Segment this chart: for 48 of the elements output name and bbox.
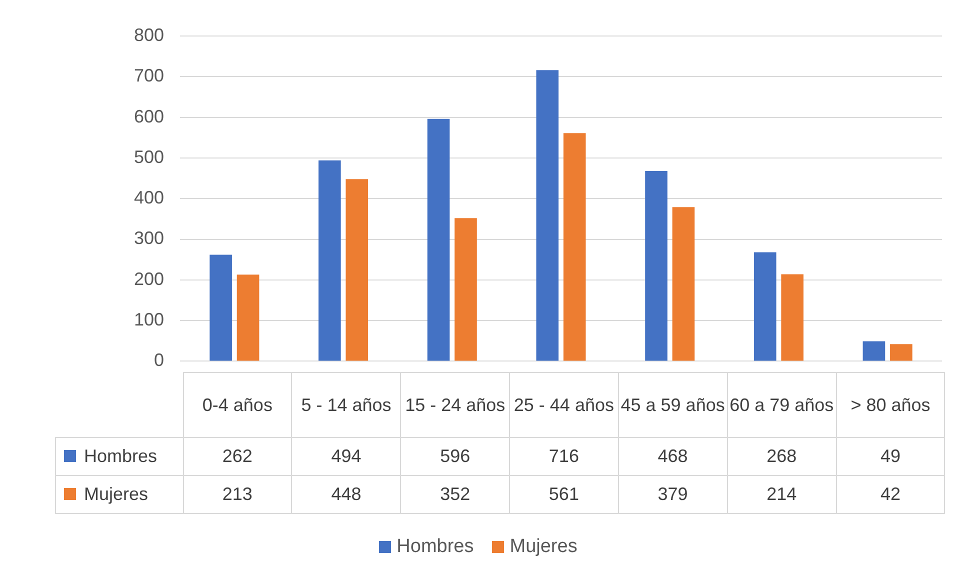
legend-label: Hombres bbox=[56, 438, 183, 476]
y-tick-label: 0 bbox=[154, 350, 164, 370]
x-tick-label: 60 a 79 años bbox=[727, 372, 836, 438]
y-tick-label: 600 bbox=[134, 106, 164, 126]
y-tick-label: 800 bbox=[134, 24, 164, 45]
bar bbox=[318, 160, 341, 361]
bar bbox=[781, 274, 804, 361]
data-label: 214 bbox=[727, 476, 836, 514]
x-tick-label: 0-4 años bbox=[183, 372, 292, 438]
data-label: 49 bbox=[836, 438, 945, 476]
data-label: 268 bbox=[727, 438, 836, 476]
data-label: 262 bbox=[183, 438, 292, 476]
bar bbox=[672, 207, 695, 361]
bar bbox=[563, 133, 586, 361]
data-label: 352 bbox=[400, 476, 510, 514]
data-label: 596 bbox=[400, 438, 510, 476]
y-tick-label: 200 bbox=[134, 268, 164, 289]
x-tick-label: 45 a 59 años bbox=[618, 372, 728, 438]
bar bbox=[210, 254, 232, 361]
x-tick-label: > 80 años bbox=[836, 372, 945, 438]
y-tick-label: 500 bbox=[134, 146, 164, 167]
y-tick-label: 100 bbox=[134, 310, 164, 330]
bar bbox=[862, 341, 886, 361]
text: Hombres bbox=[396, 536, 474, 557]
data-label: 468 bbox=[618, 438, 728, 476]
data-label: 561 bbox=[510, 476, 618, 514]
legend-label: Mujeres bbox=[56, 476, 183, 514]
data-label: 448 bbox=[292, 476, 401, 514]
bar bbox=[645, 170, 668, 361]
data-label: 716 bbox=[510, 438, 618, 476]
bar bbox=[236, 274, 260, 361]
y-tick-label: 300 bbox=[134, 228, 164, 248]
x-tick-label: 25 - 44 años bbox=[510, 372, 618, 438]
y-tick-label: 400 bbox=[134, 188, 164, 208]
bar bbox=[754, 252, 776, 361]
bar bbox=[890, 344, 912, 361]
bar bbox=[427, 118, 450, 361]
x-tick-label: 5 - 14 años bbox=[292, 372, 401, 438]
bar bbox=[454, 218, 477, 361]
bar bbox=[346, 179, 368, 361]
text: Mujeres bbox=[510, 536, 578, 557]
data-label: 213 bbox=[183, 476, 292, 514]
data-label: 42 bbox=[836, 476, 945, 514]
data-label: 379 bbox=[618, 476, 728, 514]
x-tick-label: 15 - 24 años bbox=[400, 372, 510, 438]
bar bbox=[536, 70, 559, 361]
data-label: 494 bbox=[292, 438, 401, 476]
y-tick-label: 700 bbox=[134, 66, 164, 86]
